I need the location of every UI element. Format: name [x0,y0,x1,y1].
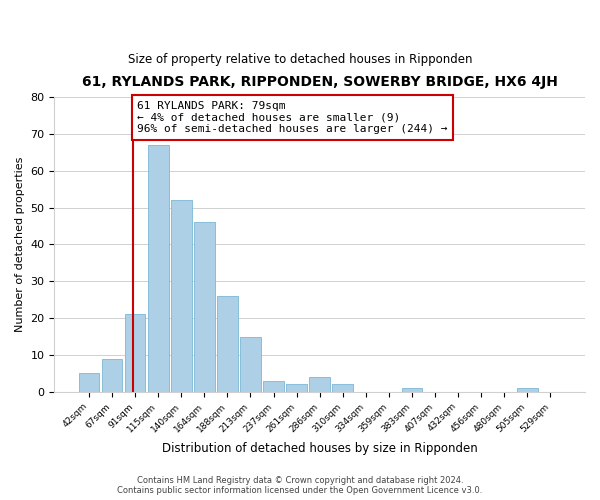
Bar [517,388,538,392]
Bar [217,296,238,392]
Bar [101,358,122,392]
Bar [286,384,307,392]
Text: Contains HM Land Registry data © Crown copyright and database right 2024.
Contai: Contains HM Land Registry data © Crown c… [118,476,482,495]
Y-axis label: Number of detached properties: Number of detached properties [15,157,25,332]
Bar [240,336,261,392]
Bar [332,384,353,392]
Bar [263,381,284,392]
Bar [401,388,422,392]
X-axis label: Distribution of detached houses by size in Ripponden: Distribution of detached houses by size … [162,442,478,455]
Text: 61 RYLANDS PARK: 79sqm
← 4% of detached houses are smaller (9)
96% of semi-detac: 61 RYLANDS PARK: 79sqm ← 4% of detached … [137,101,448,134]
Text: Size of property relative to detached houses in Ripponden: Size of property relative to detached ho… [128,52,472,66]
Bar [194,222,215,392]
Bar [125,314,145,392]
Bar [171,200,191,392]
Title: 61, RYLANDS PARK, RIPPONDEN, SOWERBY BRIDGE, HX6 4JH: 61, RYLANDS PARK, RIPPONDEN, SOWERBY BRI… [82,75,557,89]
Bar [148,145,169,392]
Bar [310,377,330,392]
Bar [79,374,99,392]
